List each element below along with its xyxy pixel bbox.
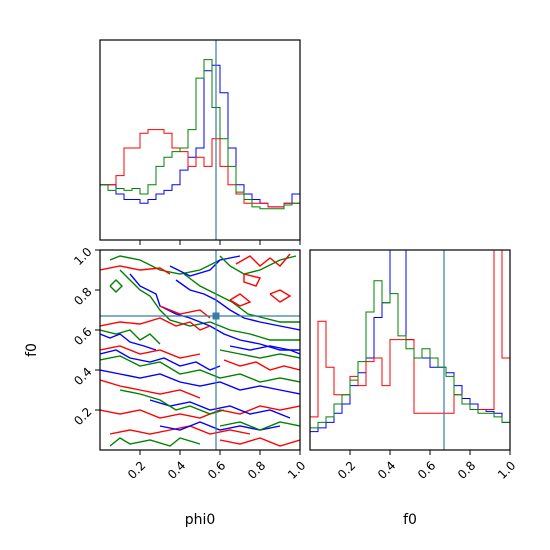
histogram-phi0-panel: [99, 39, 301, 245]
contour-y-tick-label: 0.6: [71, 325, 94, 348]
contour-blue: [229, 345, 300, 355]
hist-f0-series-green: [310, 280, 510, 429]
axis-labels: phi0 f0 f0: [24, 343, 417, 528]
contour-red: [100, 379, 201, 399]
contour-blue: [149, 399, 291, 419]
contour-x-tick-label: 1.0: [285, 458, 308, 481]
hist-f0-x-tick-label: 0.6: [415, 458, 438, 481]
contour-red: [235, 253, 291, 267]
contour-red: [109, 425, 251, 435]
contour-blue: [100, 333, 157, 351]
contour-red: [100, 265, 171, 275]
contour-x-tick-label: 0.6: [205, 458, 228, 481]
contour-blue: [100, 349, 221, 371]
contour-green: [109, 279, 123, 293]
contour-green: [219, 255, 297, 275]
hist-f0-x-tick-label: 0.4: [375, 458, 398, 481]
contour-frame: [99, 249, 301, 451]
contour-phi0-f0-panel: 0.2 0.4 0.6 0.8 1.0 0.2 0.4 0.6 0.8 1.0: [71, 245, 308, 482]
contour-blue: [100, 369, 300, 395]
histogram-f0-panel: 0.2 0.4 0.6 0.8 1.0: [309, 249, 518, 482]
truth-marker: [212, 312, 220, 320]
x-axis-label-phi0: phi0: [185, 512, 216, 528]
contour-y-tick-label: 0.2: [71, 405, 94, 428]
contour-y-tick-label: 0.4: [71, 365, 94, 388]
contour-blue: [169, 255, 241, 277]
contour-red: [223, 359, 300, 371]
contour-y-tick-label: 1.0: [71, 245, 94, 268]
contour-red: [100, 317, 211, 331]
hist-f0-series-red: [310, 250, 510, 418]
x-axis-label-f0: f0: [403, 512, 417, 528]
contour-green: [100, 329, 161, 345]
contour-x-tick-label: 0.4: [165, 458, 188, 481]
contour-y-tick-label: 0.8: [71, 285, 94, 308]
contour-green: [219, 421, 300, 431]
contour-blue: [129, 273, 300, 351]
contour-green: [219, 349, 300, 359]
hist-phi0-series-green: [100, 59, 300, 210]
contour-green: [100, 355, 300, 383]
contour-red: [219, 437, 300, 447]
hist-f0-series-blue: [310, 250, 510, 433]
hist-f0-x-tick-label: 1.0: [495, 458, 518, 481]
hist-phi0-series-red: [100, 129, 300, 208]
hist-phi0-series-blue: [100, 64, 300, 208]
contour-red: [100, 345, 201, 359]
contour-green: [119, 269, 300, 341]
contour-green: [109, 437, 201, 447]
hist-f0-x-tick-label: 0.2: [335, 458, 358, 481]
hist-f0-x-tick-label: 0.8: [455, 458, 478, 481]
contour-green: [119, 389, 225, 415]
contour-red: [243, 273, 262, 287]
y-axis-label-f0: f0: [24, 343, 40, 357]
contour-blue: [175, 279, 300, 331]
contour-green: [109, 255, 221, 275]
contour-x-tick-label: 0.2: [125, 458, 148, 481]
hist-f0-frame: [309, 249, 511, 451]
hist-phi0-frame: [99, 39, 301, 241]
contour-red: [100, 405, 300, 419]
contour-red: [269, 289, 292, 303]
contour-red: [229, 293, 252, 307]
contour-green: [183, 273, 300, 323]
contour-x-tick-label: 0.8: [245, 458, 268, 481]
contour-red: [159, 305, 211, 319]
